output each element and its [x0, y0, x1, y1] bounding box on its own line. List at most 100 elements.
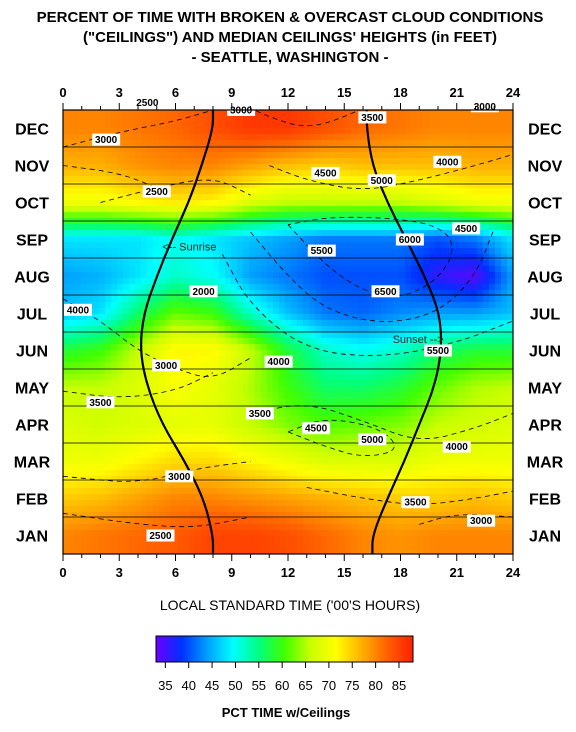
heat-cell: [447, 362, 454, 369]
heat-cell: [291, 422, 298, 429]
heat-cell: [393, 302, 400, 309]
heat-cell: [219, 374, 226, 381]
heat-cell: [327, 296, 334, 303]
heat-cell: [81, 398, 88, 405]
heat-cell: [261, 338, 268, 345]
heat-cell: [327, 410, 334, 417]
heat-cell: [159, 476, 166, 483]
heat-cell: [309, 398, 316, 405]
heat-cell: [465, 110, 472, 117]
heat-cell: [93, 470, 100, 477]
heat-cell: [81, 200, 88, 207]
heat-cell: [69, 164, 76, 171]
heat-cell: [429, 452, 436, 459]
heat-cell: [471, 296, 478, 303]
heat-cell: [147, 344, 154, 351]
heat-cell: [177, 494, 184, 501]
heat-cell: [417, 140, 424, 147]
heat-cell: [291, 284, 298, 291]
heat-cell: [285, 494, 292, 501]
heat-cell: [357, 278, 364, 285]
heat-cell: [93, 422, 100, 429]
heat-cell: [489, 242, 496, 249]
heat-cell: [213, 296, 220, 303]
heat-cell: [405, 248, 412, 255]
heat-cell: [381, 380, 388, 387]
heat-cell: [249, 116, 256, 123]
heat-cell: [105, 230, 112, 237]
heat-cell: [183, 338, 190, 345]
heat-cell: [99, 236, 106, 243]
heat-cell: [237, 194, 244, 201]
heat-cell: [447, 428, 454, 435]
heat-cell: [195, 452, 202, 459]
heat-cell: [489, 362, 496, 369]
heat-cell: [75, 392, 82, 399]
heat-cell: [435, 482, 442, 489]
heat-cell: [69, 452, 76, 459]
heat-cell: [117, 260, 124, 267]
heat-cell: [69, 320, 76, 327]
heat-cell: [261, 308, 268, 315]
heat-cell: [483, 296, 490, 303]
heat-cell: [195, 158, 202, 165]
heat-cell: [441, 248, 448, 255]
heat-cell: [75, 494, 82, 501]
heat-cell: [213, 176, 220, 183]
heat-cell: [225, 302, 232, 309]
heat-cell: [243, 248, 250, 255]
heat-cell: [345, 296, 352, 303]
heat-cell: [375, 428, 382, 435]
heat-cell: [459, 266, 466, 273]
heat-cell: [369, 164, 376, 171]
heat-cell: [279, 296, 286, 303]
heat-cell: [483, 476, 490, 483]
heat-cell: [363, 320, 370, 327]
heat-cell: [435, 254, 442, 261]
heat-cell: [285, 260, 292, 267]
heat-cell: [267, 392, 274, 399]
heat-cell: [201, 146, 208, 153]
heat-cell: [291, 488, 298, 495]
heat-cell: [279, 152, 286, 159]
heat-cell: [201, 380, 208, 387]
heat-cell: [315, 158, 322, 165]
heat-cell: [201, 158, 208, 165]
heat-cell: [351, 146, 358, 153]
heat-cell: [135, 428, 142, 435]
heat-cell: [495, 332, 502, 339]
heat-cell: [213, 248, 220, 255]
heat-cell: [339, 374, 346, 381]
heat-cell: [477, 374, 484, 381]
heat-cell: [255, 344, 262, 351]
heat-cell: [459, 176, 466, 183]
heat-cell: [315, 224, 322, 231]
heat-cell: [363, 128, 370, 135]
heat-cell: [423, 212, 430, 219]
heat-cell: [273, 368, 280, 375]
heat-cell: [69, 488, 76, 495]
heat-cell: [387, 242, 394, 249]
heat-cell: [117, 128, 124, 135]
heat-cell: [225, 452, 232, 459]
heat-cell: [195, 116, 202, 123]
heat-cell: [81, 470, 88, 477]
heat-cell: [69, 278, 76, 285]
heat-cell: [507, 110, 513, 117]
heat-cell: [117, 452, 124, 459]
heat-cell: [195, 134, 202, 141]
heat-cell: [159, 494, 166, 501]
heat-cell: [507, 200, 513, 207]
heat-cell: [231, 488, 238, 495]
heat-cell: [333, 500, 340, 507]
heat-cell: [423, 128, 430, 135]
heat-cell: [495, 116, 502, 123]
heat-cell: [405, 326, 412, 333]
heat-cell: [153, 224, 160, 231]
heat-cell: [369, 296, 376, 303]
heat-cell: [147, 296, 154, 303]
heat-cell: [465, 314, 472, 321]
heat-cell: [345, 188, 352, 195]
heat-cell: [501, 224, 508, 231]
heat-cell: [465, 332, 472, 339]
